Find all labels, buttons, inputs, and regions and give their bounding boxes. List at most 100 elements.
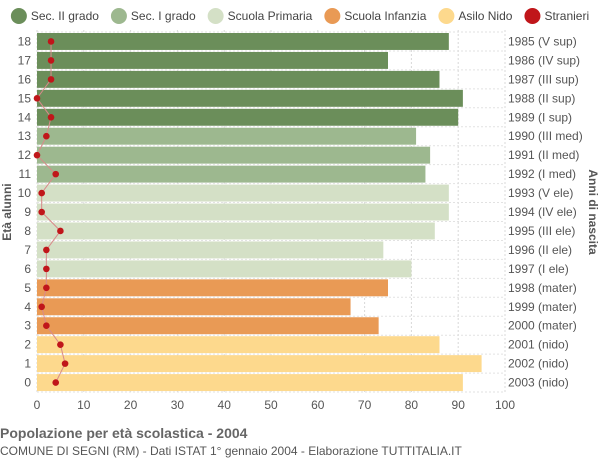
age-label-11: 11: [19, 167, 32, 181]
legend-label-0: Sec. II grado: [31, 9, 99, 23]
legend-marker-1: [110, 8, 127, 24]
legend-label-3: Scuola Infanzia: [344, 9, 426, 23]
birth-year-label-1: 1986 (IV sup): [508, 53, 580, 67]
bar-9: [37, 203, 449, 221]
legend-marker-0: [10, 8, 27, 24]
stranieri-point-15: [33, 95, 41, 102]
x-tick-label-2: 20: [124, 398, 138, 412]
birth-year-label-9: 1994 (IV ele): [508, 205, 577, 219]
stranieri-point-9: [38, 208, 45, 216]
x-tick-label-5: 50: [264, 398, 278, 412]
age-label-16: 16: [18, 72, 32, 86]
age-label-15: 15: [18, 91, 32, 105]
birth-year-label-2: 1987 (III sup): [508, 72, 579, 86]
bar-1: [37, 355, 482, 373]
y-axis-title-left: Età alunni: [0, 183, 14, 240]
birth-year-label-11: 1996 (II ele): [508, 243, 572, 257]
bar-12: [37, 146, 431, 164]
stranieri-point-8: [57, 227, 64, 235]
x-tick-label-4: 40: [218, 398, 232, 412]
birth-year-label-4: 1989 (I sup): [508, 110, 572, 124]
age-label-18: 18: [18, 34, 32, 48]
age-label-17: 17: [18, 53, 32, 67]
birth-year-label-6: 1991 (II med): [508, 148, 579, 162]
stranieri-point-0: [52, 379, 60, 386]
stranieri-point-6: [43, 265, 50, 273]
bar-10: [37, 184, 449, 202]
age-label-3: 3: [24, 319, 31, 333]
age-label-4: 4: [24, 300, 31, 314]
stranieri-point-13: [43, 132, 50, 140]
legend-label-2: Scuola Primaria: [228, 9, 313, 23]
birth-year-label-12: 1997 (I ele): [508, 262, 569, 276]
bar-11: [37, 165, 426, 183]
stranieri-point-12: [33, 151, 41, 159]
age-label-6: 6: [24, 262, 31, 276]
x-tick-label-1: 10: [77, 398, 91, 412]
bar-13: [37, 127, 417, 145]
bar-5: [37, 279, 388, 297]
x-tick-label-0: 0: [34, 398, 41, 412]
birth-year-label-7: 1992 (I med): [508, 167, 576, 181]
bar-3: [37, 317, 379, 335]
bar-16: [37, 70, 440, 88]
birth-year-label-13: 1998 (mater): [508, 281, 577, 295]
age-label-12: 12: [18, 148, 32, 162]
legend-label-1: Sec. I grado: [131, 9, 196, 23]
x-tick-label-9: 90: [452, 398, 466, 412]
birth-year-label-16: 2001 (nido): [508, 338, 569, 352]
stranieri-point-14: [47, 113, 55, 121]
legend-marker-5: [524, 8, 541, 24]
age-label-2: 2: [24, 338, 31, 352]
birth-year-label-0: 1985 (V sup): [508, 34, 577, 48]
bar-6: [37, 260, 412, 278]
age-label-5: 5: [24, 281, 31, 295]
stranieri-point-7: [43, 246, 50, 254]
birth-year-label-17: 2002 (nido): [508, 357, 569, 371]
birth-year-label-5: 1990 (III med): [508, 129, 583, 143]
age-label-8: 8: [24, 224, 31, 238]
age-label-1: 1: [24, 357, 31, 371]
stranieri-point-16: [47, 76, 55, 83]
bar-7: [37, 241, 384, 259]
chart-title: Popolazione per età scolastica - 2004: [0, 425, 248, 441]
legend-marker-3: [324, 8, 341, 24]
chart-subtitle: COMUNE DI SEGNI (RM) - Dati ISTAT 1° gen…: [0, 444, 462, 458]
birth-year-label-3: 1988 (II sup): [508, 91, 575, 105]
bar-2: [37, 336, 440, 354]
x-tick-label-6: 60: [311, 398, 325, 412]
legend-label-4: Asilo Nido: [458, 9, 512, 23]
bar-15: [37, 89, 463, 107]
stranieri-point-1: [61, 360, 69, 367]
stranieri-point-5: [43, 284, 50, 292]
bar-18: [37, 33, 449, 50]
birth-year-label-14: 1999 (mater): [508, 300, 577, 314]
x-tick-label-8: 80: [405, 398, 419, 412]
age-label-10: 10: [18, 186, 32, 200]
x-tick-label-7: 70: [358, 398, 372, 412]
legend-label-5: Stranieri: [544, 9, 589, 23]
legend-marker-4: [438, 8, 455, 24]
birth-year-label-15: 2000 (mater): [508, 319, 577, 333]
age-label-14: 14: [18, 110, 32, 124]
birth-year-label-8: 1993 (V ele): [508, 186, 573, 200]
stranieri-point-4: [38, 303, 45, 311]
age-label-0: 0: [24, 376, 31, 390]
y-axis-title-right: Anni di nascita: [586, 169, 600, 255]
x-tick-label-10: 100: [495, 398, 515, 412]
birth-year-label-18: 2003 (nido): [508, 376, 569, 390]
stranieri-point-2: [57, 341, 64, 348]
stranieri-point-11: [52, 170, 60, 178]
stranieri-point-10: [38, 189, 45, 197]
x-tick-label-3: 30: [171, 398, 185, 412]
age-label-7: 7: [24, 243, 31, 257]
stranieri-point-17: [47, 57, 55, 64]
bar-0: [37, 374, 463, 392]
stranieri-point-18: [47, 38, 55, 45]
stranieri-point-3: [43, 322, 50, 330]
bar-4: [37, 298, 351, 316]
birth-year-label-10: 1995 (III ele): [508, 224, 575, 238]
bar-14: [37, 108, 459, 126]
bar-17: [37, 51, 388, 69]
